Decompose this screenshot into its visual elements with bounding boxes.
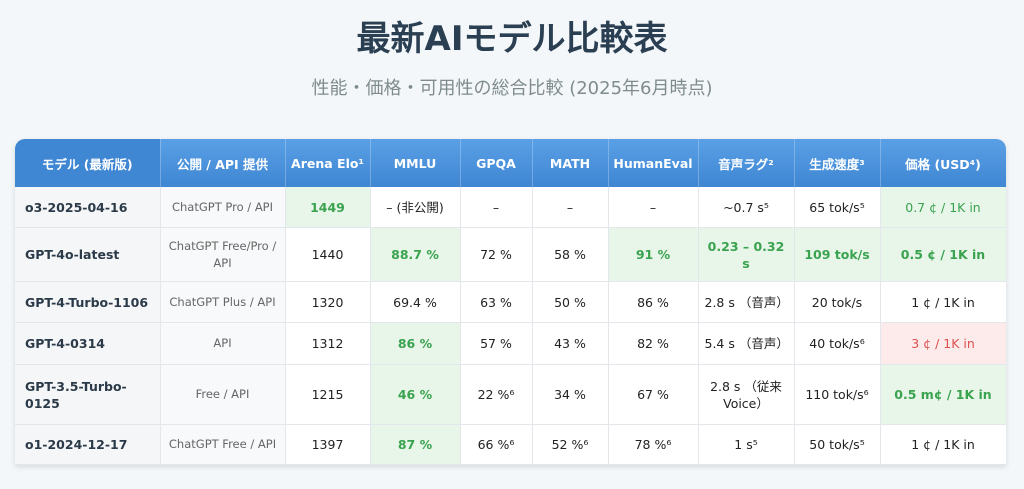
header-row: モデル (最新版) 公開 / API 提供 Arena Elo¹ MMLU GP… [15, 139, 1006, 187]
generation-speed-cell: 20 tok/s [794, 281, 881, 323]
model-name-cell: GPT-4-Turbo-1106 [15, 281, 161, 323]
generation-speed-cell: 110 tok/s⁶ [794, 364, 881, 425]
price-cell: 0.5 ¢ / 1K in [880, 227, 1006, 282]
arena-elo-cell: 1320 [285, 281, 371, 323]
table-row: o1-2024-12-17 ChatGPT Free / API 1397 87… [15, 424, 1006, 465]
voice-latency-cell: 5.4 s （音声） [698, 322, 795, 365]
page-subtitle: 性能・価格・可用性の総合比較 (2025年6月時点) [311, 78, 713, 99]
gpqa-cell: – [460, 187, 533, 228]
header-humaneval[interactable]: HumanEval [608, 139, 699, 187]
table-row: GPT-4-Turbo-1106 ChatGPT Plus / API 1320… [15, 281, 1006, 323]
generation-speed-cell: 40 tok/s⁶ [794, 322, 881, 365]
humaneval-cell: 82 % [608, 322, 699, 365]
mmlu-cell: 86 % [370, 322, 461, 365]
generation-speed-cell: 65 tok/s⁵ [794, 187, 881, 228]
model-name-cell: GPT-3.5-Turbo-0125 [15, 364, 161, 425]
header-mmlu[interactable]: MMLU [370, 139, 461, 187]
model-name-cell: GPT-4o-latest [15, 227, 161, 282]
header-gpqa[interactable]: GPQA [460, 139, 533, 187]
table-row: GPT-4-0314 API 1312 86 % 57 % 43 % 82 % … [15, 322, 1006, 365]
generation-speed-cell: 109 tok/s [794, 227, 881, 282]
gpqa-cell: 72 % [460, 227, 533, 282]
mmlu-cell: 87 % [370, 424, 461, 465]
table-row: GPT-4o-latest ChatGPT Free/Pro / API 144… [15, 227, 1006, 282]
humaneval-cell: 67 % [608, 364, 699, 425]
price-cell: 0.5 m¢ / 1K in [880, 364, 1006, 425]
humaneval-cell: 86 % [608, 281, 699, 323]
price-cell: 3 ¢ / 1K in [880, 322, 1006, 365]
page-title: 最新AIモデル比較表 [356, 19, 668, 59]
gpqa-cell: 66 %⁶ [460, 424, 533, 465]
mmlu-cell: 88.7 % [370, 227, 461, 282]
math-cell: 34 % [532, 364, 609, 425]
header-model[interactable]: モデル (最新版) [15, 139, 161, 187]
availability-cell: ChatGPT Free / API [160, 424, 286, 465]
gpqa-cell: 63 % [460, 281, 533, 323]
humaneval-cell: 78 %⁶ [608, 424, 699, 465]
gpqa-cell: 57 % [460, 322, 533, 365]
arena-elo-cell: 1397 [285, 424, 371, 465]
price-cell: 1 ¢ / 1K in [880, 281, 1006, 323]
voice-latency-cell: ~0.7 s⁵ [698, 187, 795, 228]
arena-elo-cell: 1312 [285, 322, 371, 365]
model-name-cell: GPT-4-0314 [15, 322, 161, 365]
comparison-table-card: モデル (最新版) 公開 / API 提供 Arena Elo¹ MMLU GP… [15, 139, 1006, 465]
voice-latency-cell: 2.8 s （音声） [698, 281, 795, 323]
humaneval-cell: – [608, 187, 699, 228]
header-availability[interactable]: 公開 / API 提供 [160, 139, 286, 187]
voice-latency-cell: 2.8 s （従来Voice） [698, 364, 795, 425]
price-cell: 1 ¢ / 1K in [880, 424, 1006, 465]
model-name-cell: o3-2025-04-16 [15, 187, 161, 228]
table-row: GPT-3.5-Turbo-0125 Free / API 1215 46 % … [15, 364, 1006, 425]
arena-elo-cell: 1440 [285, 227, 371, 282]
math-cell: 50 % [532, 281, 609, 323]
math-cell: – [532, 187, 609, 228]
mmlu-cell: 69.4 % [370, 281, 461, 323]
gpqa-cell: 22 %⁶ [460, 364, 533, 425]
math-cell: 58 % [532, 227, 609, 282]
comparison-table: モデル (最新版) 公開 / API 提供 Arena Elo¹ MMLU GP… [15, 139, 1006, 465]
math-cell: 43 % [532, 322, 609, 365]
header-voice-latency[interactable]: 音声ラグ² [698, 139, 795, 187]
availability-cell: Free / API [160, 364, 286, 425]
availability-cell: ChatGPT Free/Pro / API [160, 227, 286, 282]
generation-speed-cell: 50 tok/s⁵ [794, 424, 881, 465]
mmlu-cell: 46 % [370, 364, 461, 425]
header-math[interactable]: MATH [532, 139, 609, 187]
header-price[interactable]: 価格 (USD⁴) [880, 139, 1006, 187]
model-name-cell: o1-2024-12-17 [15, 424, 161, 465]
humaneval-cell: 91 % [608, 227, 699, 282]
table-row: o3-2025-04-16 ChatGPT Pro / API 1449 – (… [15, 187, 1006, 228]
arena-elo-cell: 1215 [285, 364, 371, 425]
availability-cell: ChatGPT Pro / API [160, 187, 286, 228]
availability-cell: ChatGPT Plus / API [160, 281, 286, 323]
header-arena-elo[interactable]: Arena Elo¹ [285, 139, 371, 187]
voice-latency-cell: 0.23 – 0.32 s [698, 227, 795, 282]
math-cell: 52 %⁶ [532, 424, 609, 465]
mmlu-cell: – (非公開) [370, 187, 461, 228]
price-cell: 0.7 ¢ / 1K in [880, 187, 1006, 228]
availability-cell: API [160, 322, 286, 365]
header-generation-speed[interactable]: 生成速度³ [794, 139, 881, 187]
voice-latency-cell: 1 s⁵ [698, 424, 795, 465]
arena-elo-cell: 1449 [285, 187, 371, 228]
